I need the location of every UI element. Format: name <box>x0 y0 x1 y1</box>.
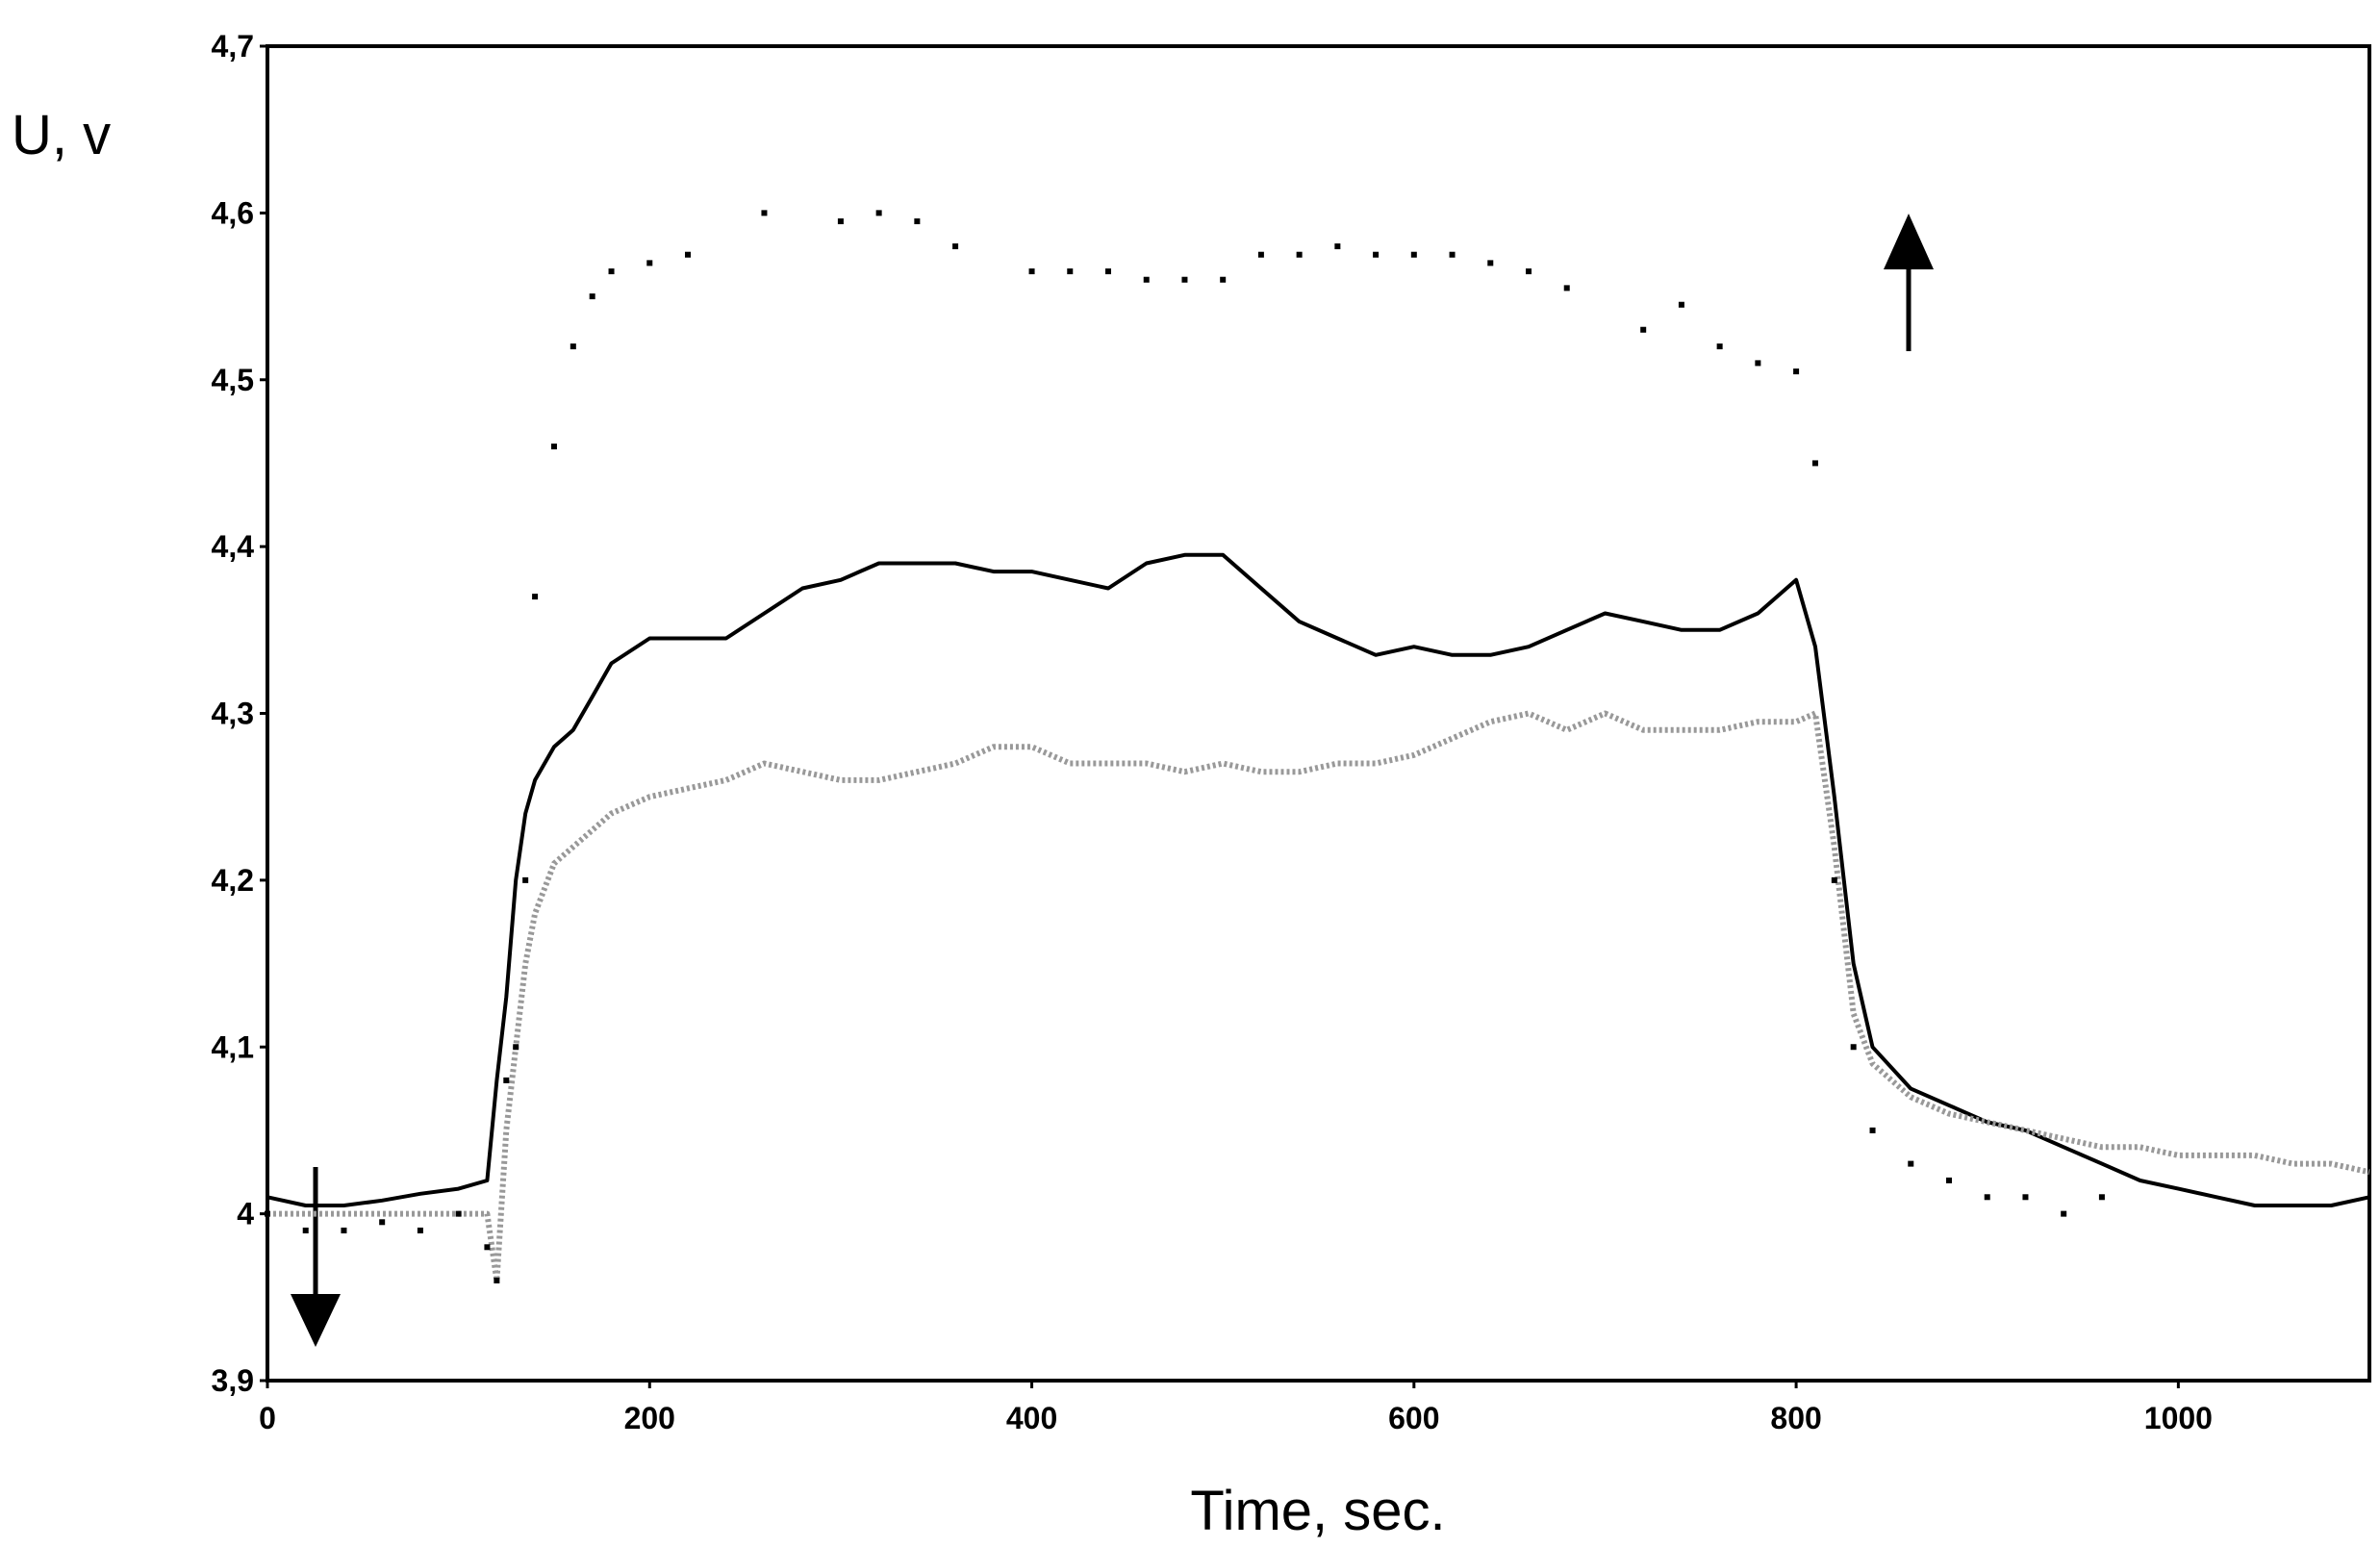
data-point <box>1908 1160 1914 1167</box>
data-point <box>1257 251 1264 258</box>
data-point <box>1143 276 1150 283</box>
data-point <box>761 210 768 216</box>
data-point <box>302 1227 309 1233</box>
y-tick-label: 4,2 <box>212 863 254 898</box>
x-tick-label: 400 <box>1006 1401 1057 1435</box>
data-point <box>1831 876 1837 883</box>
data-point <box>341 1227 347 1233</box>
data-point <box>1793 368 1800 375</box>
data-point <box>1067 268 1074 275</box>
data-point <box>513 1044 519 1051</box>
data-point <box>379 1219 386 1226</box>
data-point <box>1984 1194 1990 1201</box>
data-point <box>1181 276 1188 283</box>
down-arrow <box>291 1167 341 1347</box>
line <box>266 552 2370 1207</box>
data-point <box>417 1227 423 1233</box>
data-point <box>455 1210 462 1217</box>
data-point <box>646 260 653 266</box>
data-point <box>1869 1127 1876 1133</box>
data-point <box>532 594 539 600</box>
data-point <box>1296 251 1303 258</box>
data-point <box>1716 343 1723 350</box>
x-tick-label: 1000 <box>2144 1401 2213 1435</box>
data-point <box>1563 285 1570 292</box>
data-point <box>2022 1194 2029 1201</box>
y-tick-label: 4,6 <box>212 195 254 230</box>
up-arrow <box>1884 214 1934 351</box>
data-point <box>685 251 691 258</box>
data-point <box>2061 1210 2067 1217</box>
data-point <box>570 343 576 350</box>
data-point <box>1028 268 1035 275</box>
data-point <box>914 218 921 225</box>
data-point <box>1220 276 1227 283</box>
y-tick-label: 4 <box>237 1197 254 1231</box>
x-tick-label: 800 <box>1770 1401 1821 1435</box>
y-tick-label: 3,9 <box>212 1363 254 1398</box>
y-axis-title: U, v <box>12 104 111 166</box>
dotted-line <box>267 710 2370 1283</box>
data-point <box>1449 251 1456 258</box>
x-tick-label: 600 <box>1388 1401 1439 1435</box>
data-point <box>1526 268 1532 275</box>
data-point <box>1334 243 1341 250</box>
data-point <box>589 293 595 300</box>
data-point <box>1410 251 1417 258</box>
data-point <box>952 243 959 250</box>
y-tick-label: 4,1 <box>212 1029 254 1064</box>
data-point <box>1678 301 1684 308</box>
x-tick-label: 0 <box>259 1401 276 1435</box>
data-point <box>484 1244 491 1251</box>
data-point <box>1850 1044 1857 1051</box>
data-point <box>1755 360 1761 367</box>
data-point <box>494 1277 500 1283</box>
data-point <box>2098 1194 2105 1201</box>
data-point <box>608 268 615 275</box>
x-axis-title: Time, sec. <box>1190 1480 1445 1542</box>
data-point <box>522 876 529 883</box>
x-tick-label: 200 <box>624 1401 675 1435</box>
data-point <box>1811 460 1818 467</box>
data-point <box>550 444 557 450</box>
y-tick-label: 4,7 <box>212 29 254 63</box>
data-point <box>1640 326 1647 333</box>
data-point <box>1487 260 1494 266</box>
data-point <box>503 1077 510 1083</box>
y-tick-label: 4,3 <box>212 697 254 731</box>
data-point <box>265 1210 270 1217</box>
data-point <box>1105 268 1111 275</box>
data-point <box>837 218 844 225</box>
data-point <box>1946 1177 1952 1183</box>
y-tick-label: 4,4 <box>212 529 255 564</box>
data-point <box>1373 251 1380 258</box>
y-tick-label: 4,5 <box>212 363 254 397</box>
data-point <box>875 210 882 216</box>
